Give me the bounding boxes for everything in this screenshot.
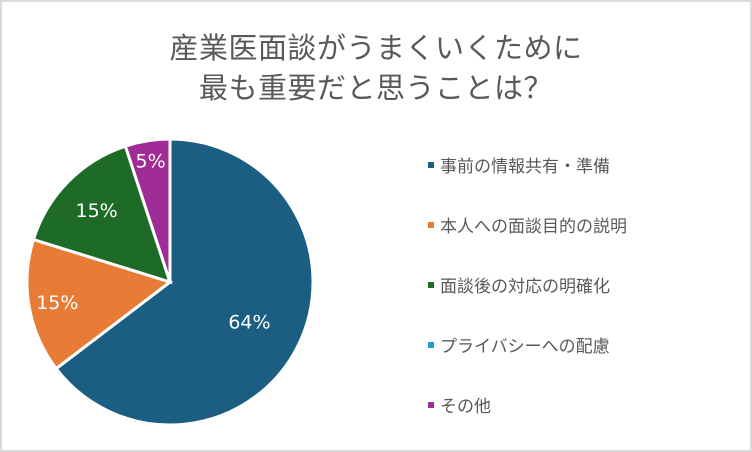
legend-swatch	[428, 341, 434, 348]
legend-label: その他	[440, 397, 491, 417]
data-label-follow-up: 15%	[76, 200, 118, 222]
data-label-other: 5%	[135, 151, 165, 173]
legend-label: 本人への面談目的の説明	[440, 217, 627, 237]
chart-title: 産業医面談がうまくいくために 最も重要だと思うことは？	[0, 28, 752, 108]
chart-title-line-1: 産業医面談がうまくいくために	[169, 31, 583, 65]
legend-swatch	[428, 221, 434, 228]
pie-slices	[25, 137, 315, 427]
data-label-info-sharing: 64%	[228, 311, 270, 333]
legend-item-privacy: プライバシーへの配慮	[428, 332, 610, 357]
pie-labels: 64% 15% 15% 5%	[36, 151, 270, 334]
chart-title-line-2: 最も重要だと思うことは？	[198, 71, 553, 105]
legend-label: 面談後の対応の明確化	[440, 277, 610, 297]
legend-item-follow-up: 面談後の対応の明確化	[428, 272, 610, 297]
legend-item-purpose-explanation: 本人への面談目的の説明	[428, 212, 627, 237]
pie-slice-other	[123, 137, 172, 283]
legend-item-info-sharing: 事前の情報共有・準備	[428, 152, 610, 177]
legend-label: 事前の情報共有・準備	[440, 157, 610, 177]
legend-swatch	[428, 281, 434, 288]
legend-item-other: その他	[428, 392, 491, 417]
data-label-purpose-explanation: 15%	[36, 292, 78, 314]
legend-swatch	[428, 401, 434, 408]
legend-swatch	[428, 161, 434, 168]
pie-slice-info-sharing	[54, 137, 315, 427]
legend-label: プライバシーへの配慮	[440, 337, 610, 357]
